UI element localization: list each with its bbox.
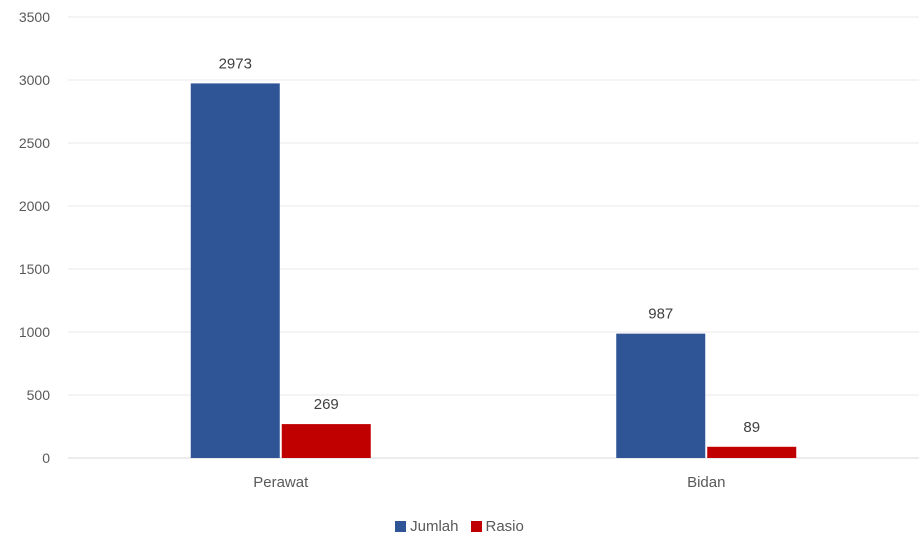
y-axis-ticks: 0 500 1000 1500 2000 2500 3000 3500 <box>19 9 50 466</box>
y-tick-label-3000: 3000 <box>19 72 50 88</box>
x-category-label-bidan: Bidan <box>687 474 725 491</box>
y-tick-label-3500: 3500 <box>19 9 50 25</box>
y-tick-label-1500: 1500 <box>19 261 50 277</box>
bar-rasio-bidan <box>707 446 797 458</box>
legend-item-rasio: Rasio <box>470 518 524 535</box>
legend-item-jumlah: Jumlah <box>395 518 459 535</box>
legend-swatch-rasio <box>470 521 482 532</box>
data-label-rasio-bidan: 89 <box>743 419 760 436</box>
y-tick-label-2500: 2500 <box>19 135 50 151</box>
bars <box>190 83 797 458</box>
bar-jumlah-bidan <box>616 333 706 458</box>
x-axis-categories: Perawat Bidan <box>253 474 725 491</box>
y-tick-label-0: 0 <box>42 450 50 466</box>
bar-rasio-perawat <box>281 424 371 458</box>
y-tick-label-2000: 2000 <box>19 198 50 214</box>
data-label-jumlah-perawat: 2973 <box>219 55 252 72</box>
bar-jumlah-perawat <box>190 83 280 458</box>
data-label-jumlah-bidan: 987 <box>648 306 673 323</box>
data-labels: 2973 269 987 89 <box>219 55 761 435</box>
y-tick-label-1000: 1000 <box>19 324 50 340</box>
legend-swatch-jumlah <box>395 521 407 532</box>
legend-label-rasio: Rasio <box>485 518 524 535</box>
legend-label-jumlah: Jumlah <box>410 518 459 535</box>
data-label-rasio-perawat: 269 <box>314 396 339 413</box>
x-category-label-perawat: Perawat <box>253 474 309 491</box>
y-tick-label-500: 500 <box>27 387 51 403</box>
legend: Jumlah Rasio <box>0 518 919 535</box>
